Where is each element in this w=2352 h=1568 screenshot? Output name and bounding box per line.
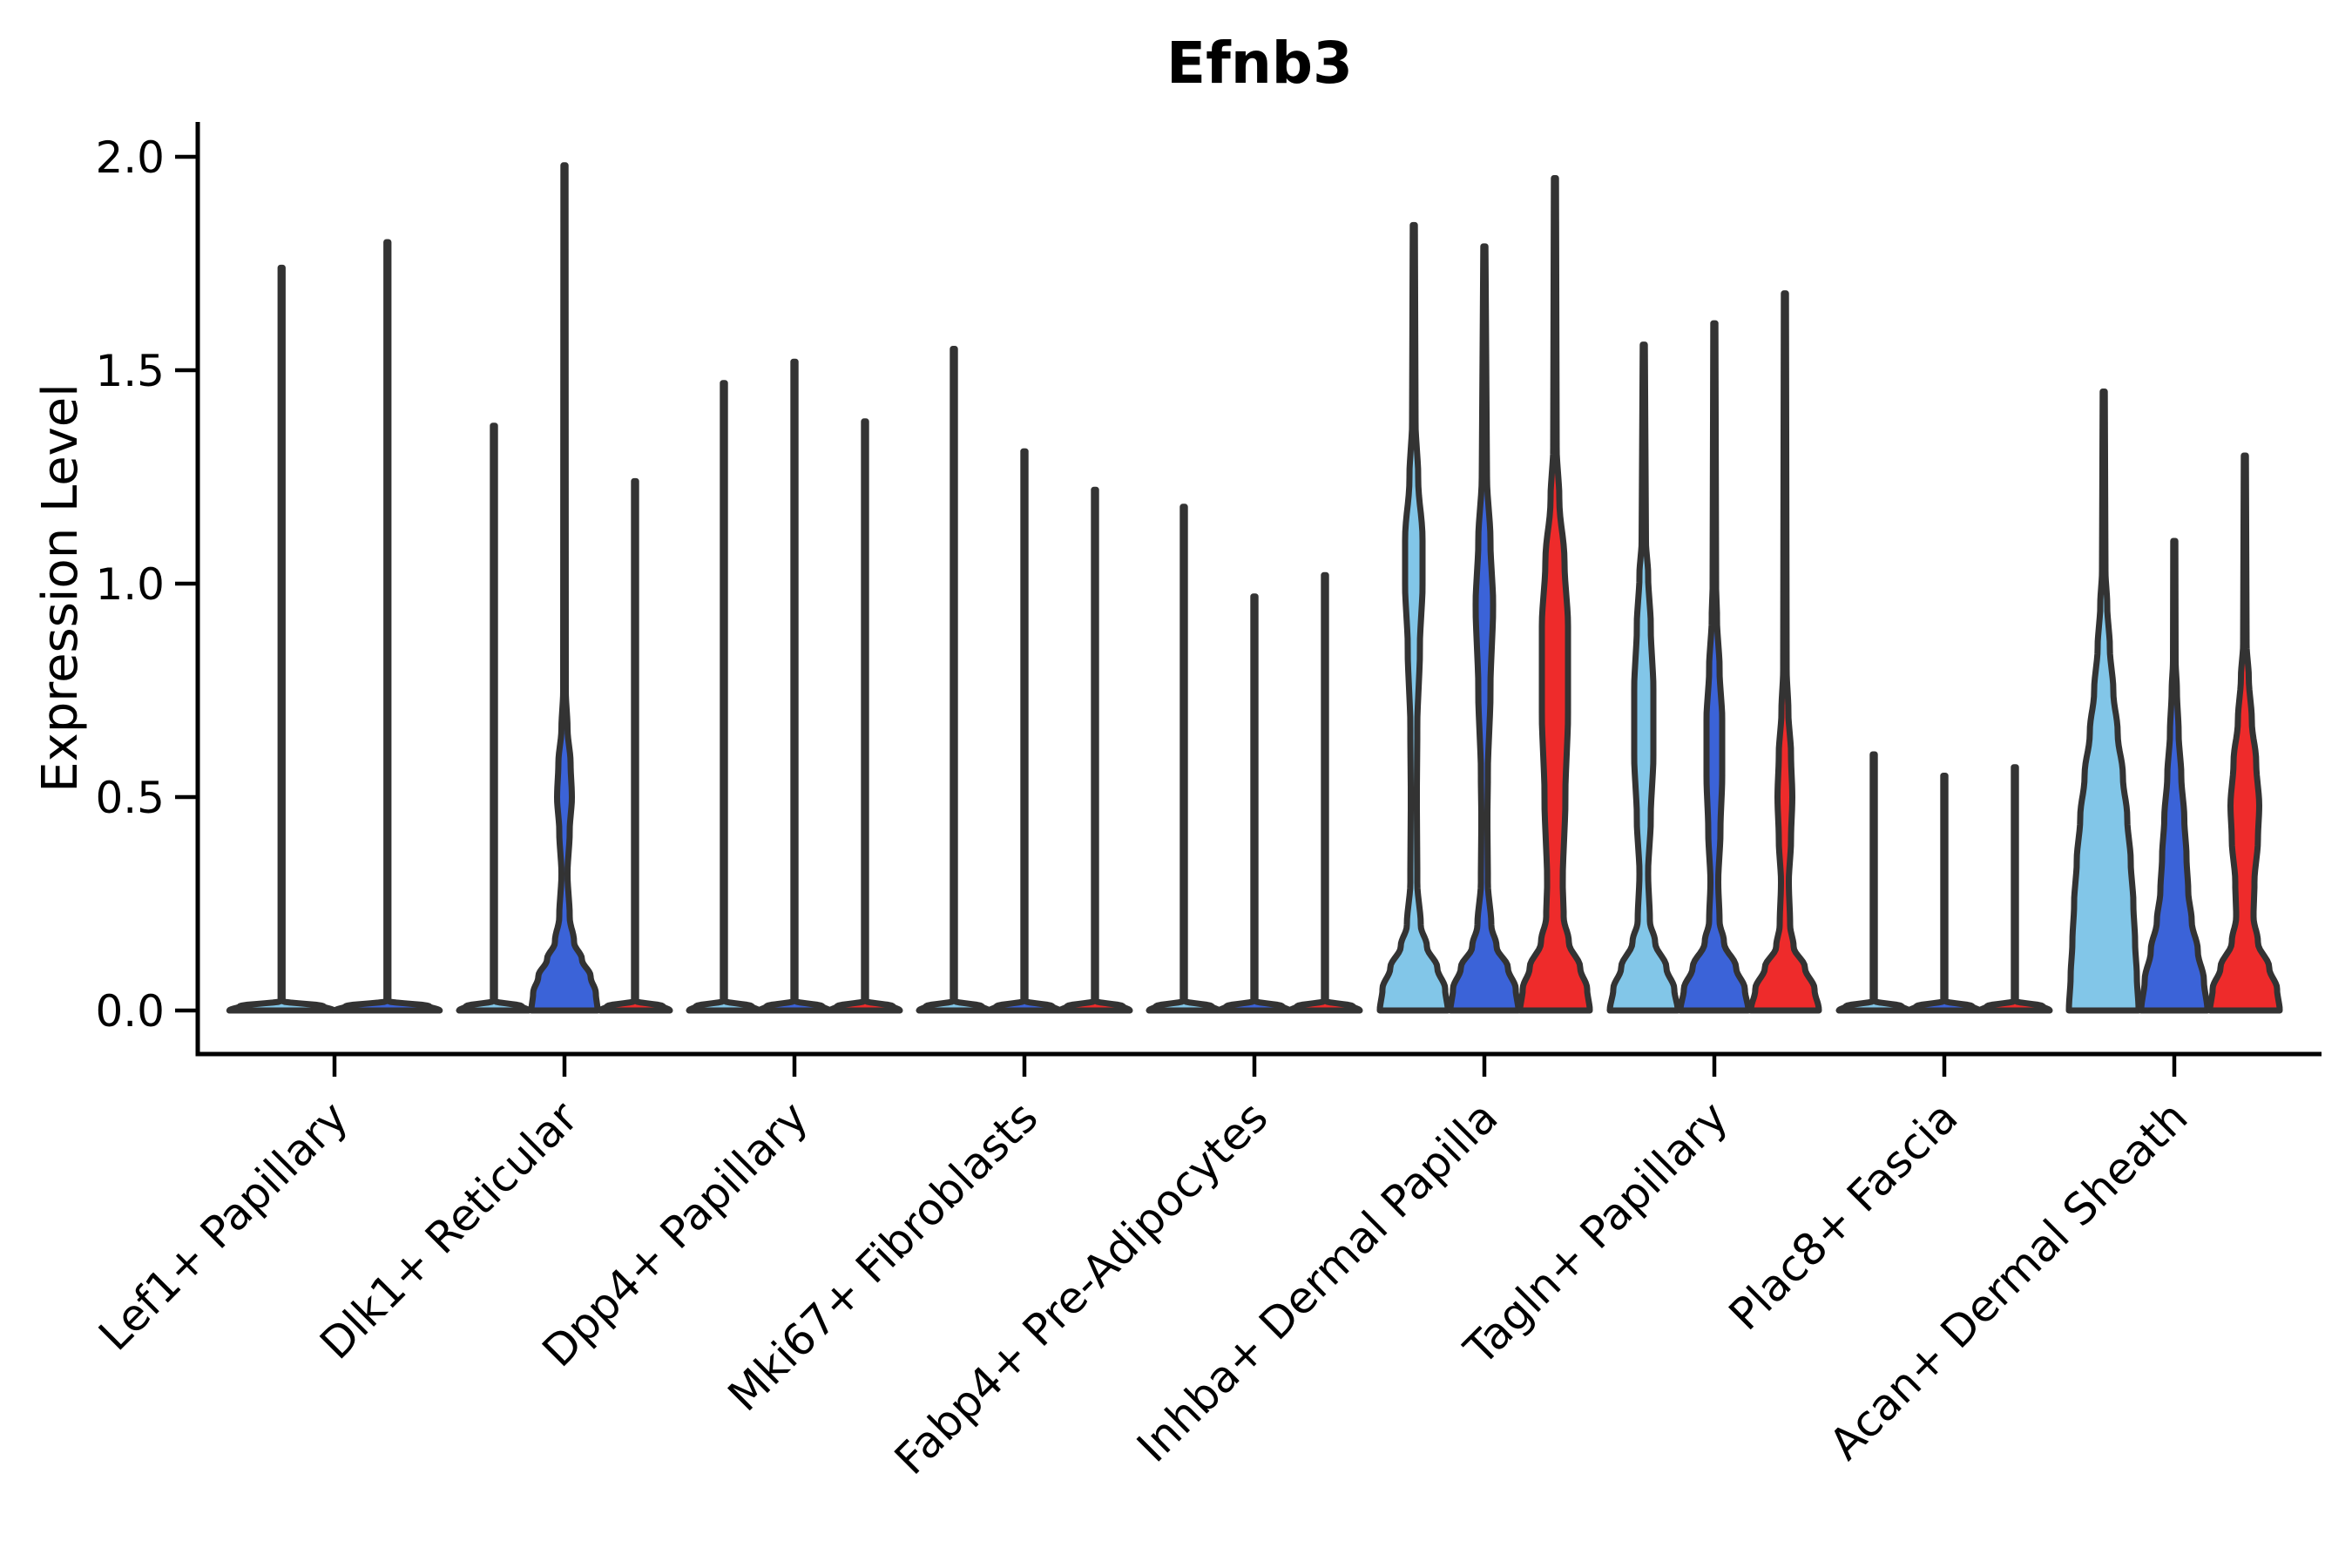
violin-5-2 [1517,175,1593,1014]
x-tick-label: Plac8+ Fascia [1720,1092,1968,1340]
violin-0-1 [332,239,443,1014]
y-tick-label: 0.5 [95,773,165,823]
violin-1-2 [597,477,673,1014]
y-tick-label: 0.0 [95,986,165,1037]
violin-6-0 [1606,341,1681,1014]
y-axis-label: Expression Level [32,383,89,793]
violin-4-1 [1216,593,1293,1014]
violin-8-0 [2065,389,2142,1014]
violin-0-0 [226,264,337,1014]
violin-6-2 [1747,290,1822,1014]
chart-title: Efnb3 [1166,30,1353,97]
violin-2-0 [686,380,762,1014]
violin-1-1 [528,162,601,1014]
violin-1-0 [456,422,532,1014]
violin-2-2 [827,418,903,1014]
violin-8-2 [2207,452,2283,1014]
axes-spines [195,122,2322,1057]
y-tick-label: 2.0 [95,132,165,183]
y-tick-label: 1.0 [95,559,165,610]
violin-6-1 [1677,320,1752,1014]
violin-7-0 [1835,751,1912,1014]
violin-8-1 [2138,537,2211,1014]
x-tick-label: Lef1+ Papillary [89,1092,357,1360]
violin-4-2 [1287,571,1363,1014]
y-tick-label: 1.5 [95,346,165,396]
violin-3-2 [1057,486,1133,1014]
violin-7-1 [1906,773,1983,1014]
violin-4-0 [1146,504,1222,1014]
violin-2-1 [756,358,833,1014]
violin-5-0 [1376,221,1451,1014]
x-tick-label: Fabp4+ Pre-Adipocytes [885,1092,1278,1484]
violin-7-2 [1977,764,2053,1014]
violin-3-0 [916,346,992,1014]
violin-5-1 [1447,243,1522,1014]
violin-3-1 [986,448,1063,1014]
